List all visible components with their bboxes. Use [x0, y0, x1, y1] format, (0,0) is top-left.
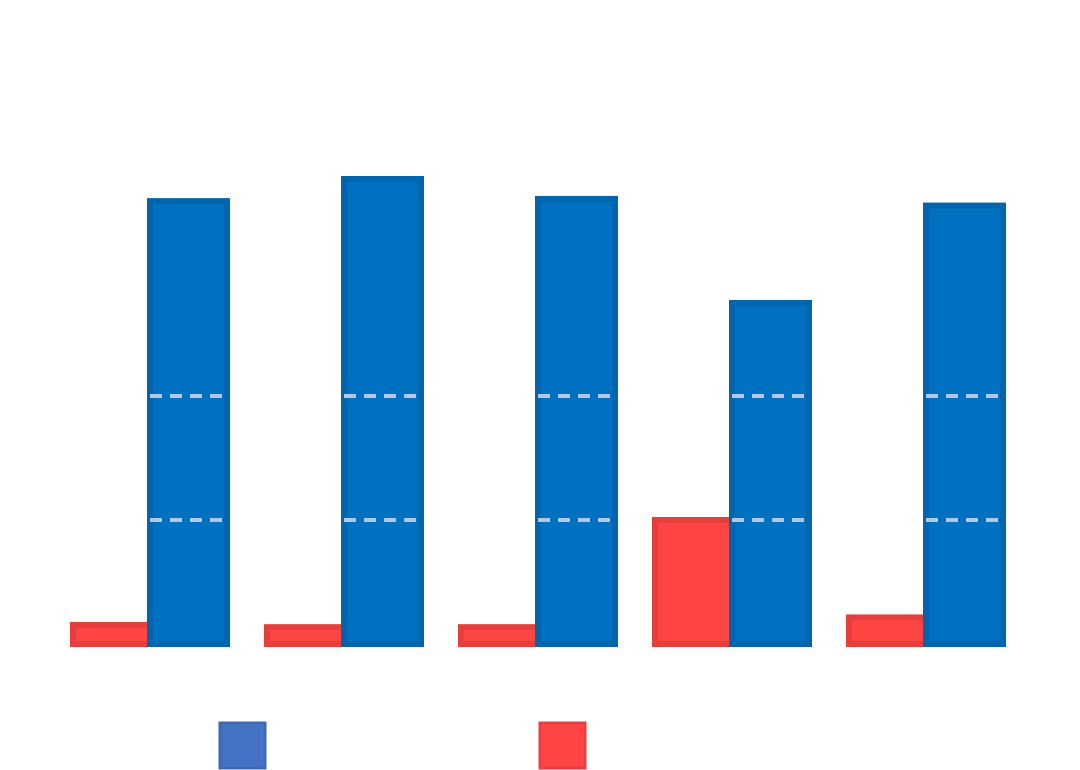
- bar-series-1-1: [147, 198, 230, 647]
- legend: [218, 721, 587, 770]
- bars-layer: [70, 176, 1006, 648]
- bar-series-2-2: [264, 624, 347, 648]
- bar-series-2-5: [846, 614, 929, 648]
- bar-series-1-4: [729, 300, 812, 647]
- bar-series-1-2: [341, 176, 424, 647]
- legend-swatch-series-2: [538, 721, 587, 770]
- gridlines-layer: [150, 394, 1003, 522]
- bar-series-1-3: [535, 195, 618, 648]
- bar-series-1-5: [923, 202, 1006, 647]
- bar-series-2-3: [458, 624, 541, 648]
- legend-swatch-series-1: [218, 721, 267, 770]
- bar-series-2-4: [652, 517, 735, 647]
- bar-series-2-1: [70, 621, 153, 648]
